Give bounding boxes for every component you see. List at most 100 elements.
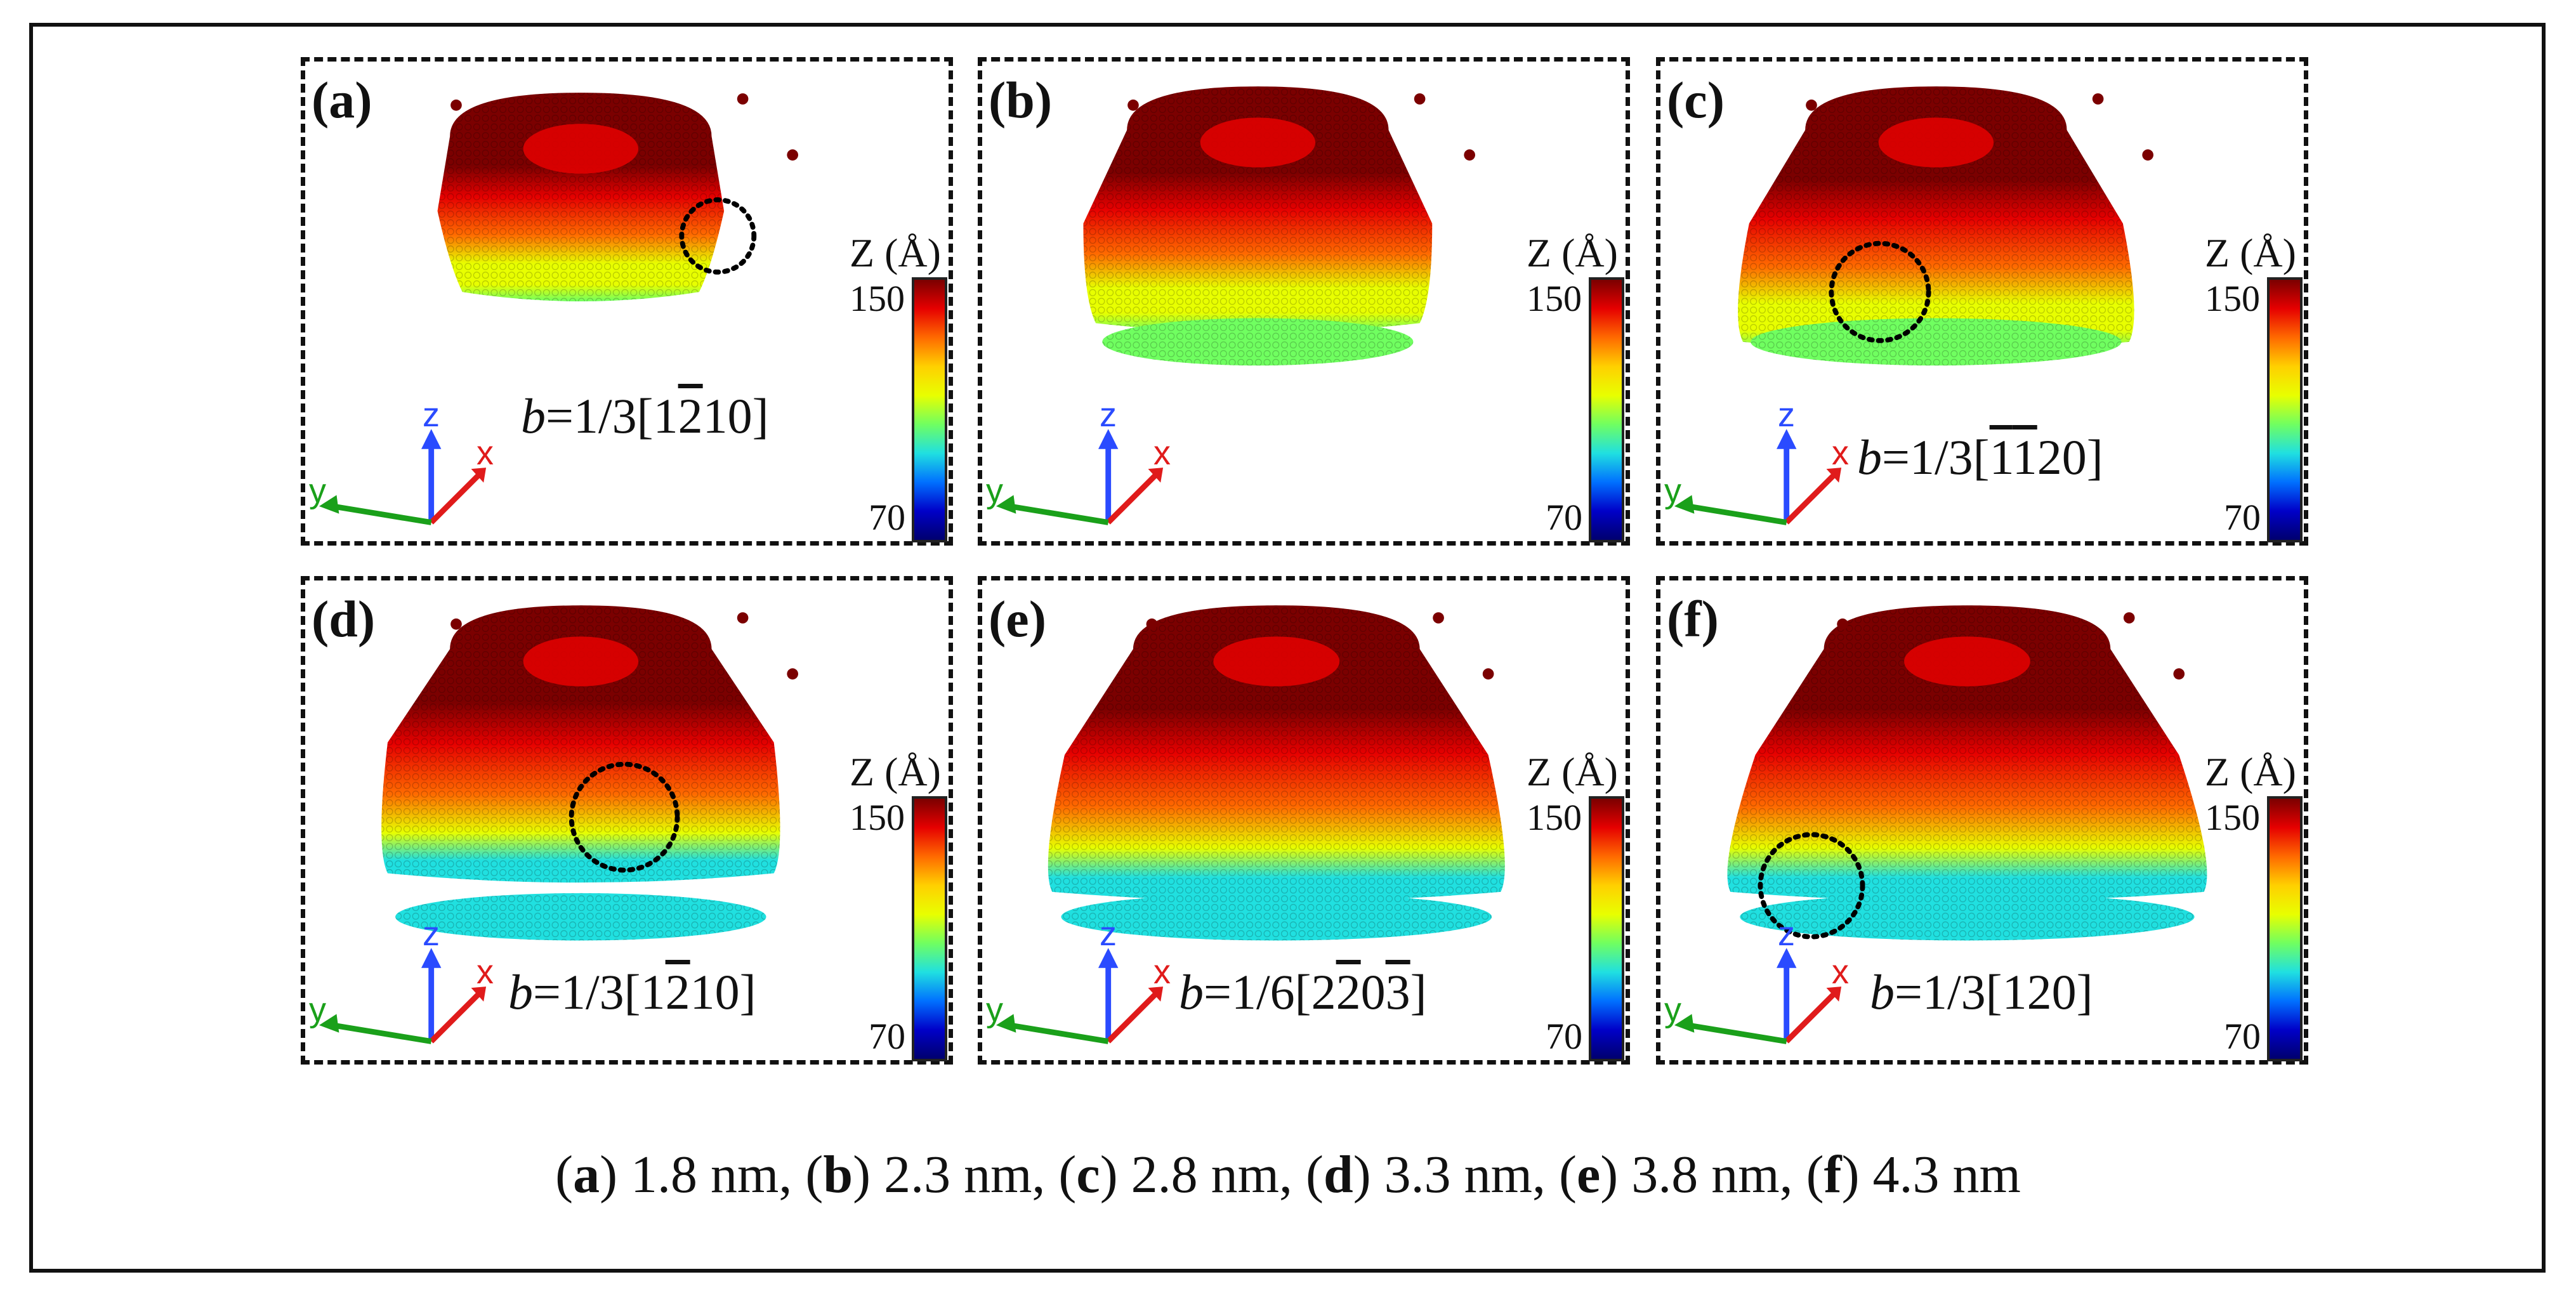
colorbar-title: Z (Å) xyxy=(2205,230,2296,275)
colorbar-title: Z (Å) xyxy=(1527,230,1618,275)
y-axis-arrow xyxy=(1680,502,1787,525)
x-axis-arrowhead xyxy=(1826,987,1842,1002)
stray-atom xyxy=(450,618,462,630)
colorbar-max-label: 150 xyxy=(1527,797,1582,838)
panel-c: z x y (c) b=1/3[1120] Z (Å) 150 70 xyxy=(1656,57,2308,546)
caption-item-b: (b) 2.3 nm, xyxy=(805,1145,1059,1204)
z-axis-arrowhead xyxy=(421,429,442,449)
y-axis-label: y xyxy=(1664,991,1681,1029)
stray-atom xyxy=(1414,93,1426,105)
z-axis-arrowhead xyxy=(421,948,442,968)
stray-atom xyxy=(2173,668,2185,680)
colorbar-title: Z (Å) xyxy=(1527,749,1618,794)
z-axis-label: z xyxy=(1778,396,1795,434)
y-axis-label: y xyxy=(309,991,326,1029)
stray-atom xyxy=(787,668,798,680)
burgers-vector-label: b=1/3[1210] xyxy=(521,388,769,443)
atom-texture xyxy=(381,605,780,883)
x-axis-arrow xyxy=(1784,989,1839,1044)
z-axis-label: z xyxy=(1100,915,1117,953)
dashed-highlight-circle xyxy=(568,761,680,873)
panel-d: z x y (d) b=1/3[1210] Z (Å) 150 70 xyxy=(301,576,953,1065)
y-axis-arrow xyxy=(1002,502,1109,525)
cluster-render-b xyxy=(996,86,1475,525)
caption-item-c: (c) 2.8 nm, xyxy=(1058,1145,1306,1204)
colorbar-min-label: 70 xyxy=(2224,497,2261,538)
y-axis-arrowhead xyxy=(996,1014,1016,1033)
x-axis-arrow xyxy=(1784,470,1839,525)
x-axis-arrowhead xyxy=(1148,987,1164,1002)
x-axis-arrow xyxy=(1106,989,1160,1044)
stray-atom xyxy=(1482,668,1494,680)
z-axis-label: z xyxy=(423,915,440,953)
y-axis-arrowhead xyxy=(319,1014,339,1033)
cluster-ring-hole xyxy=(523,636,639,686)
stray-atom xyxy=(1127,99,1139,111)
figure-frame xyxy=(29,23,2546,1273)
y-axis-arrowhead xyxy=(996,495,1016,514)
z-axis-label: z xyxy=(423,396,440,434)
lower-atom-texture xyxy=(1740,893,2195,941)
cluster-ring-hole xyxy=(523,124,639,174)
stray-atom xyxy=(737,612,749,624)
y-axis-label: y xyxy=(1664,472,1681,510)
x-axis-arrowhead xyxy=(1826,468,1842,483)
cluster-ring-hole xyxy=(1200,117,1316,167)
cluster-ring-hole xyxy=(1213,636,1340,686)
colorbar xyxy=(2267,796,2303,1061)
figure-caption: (a) 1.8 nm, (b) 2.3 nm, (c) 2.8 nm, (d) … xyxy=(0,1148,2576,1202)
y-axis-arrow xyxy=(1002,1021,1109,1044)
z-axis-label: z xyxy=(1100,396,1117,434)
stray-atom xyxy=(1806,99,1817,111)
x-axis-label: x xyxy=(1153,434,1171,472)
panel-e: z x y (e) b=1/6[2203] Z (Å) 150 70 xyxy=(978,576,1630,1065)
y-axis-label: y xyxy=(309,472,326,510)
atom-texture xyxy=(1727,605,2207,901)
colorbar-title: Z (Å) xyxy=(850,749,941,794)
caption-item-e: (e) 3.8 nm, xyxy=(1559,1145,1806,1204)
stray-atom xyxy=(1837,618,1848,630)
stray-atom xyxy=(787,149,798,161)
atom-texture xyxy=(1083,86,1433,333)
caption-item-d: (d) 3.3 nm, xyxy=(1306,1145,1560,1204)
panel-label-a: (a) xyxy=(312,71,372,129)
colorbar-title: Z (Å) xyxy=(850,230,941,275)
colorbar xyxy=(912,796,947,1061)
y-axis-arrow xyxy=(1680,1021,1787,1044)
colorbar-max-label: 150 xyxy=(2205,278,2260,319)
z-axis-arrowhead xyxy=(1098,429,1119,449)
colorbar xyxy=(2267,277,2303,542)
y-axis-arrow xyxy=(325,502,432,525)
colorbar-min-label: 70 xyxy=(2224,1016,2261,1057)
stray-atom xyxy=(2123,612,2135,624)
panel-label-d: (d) xyxy=(312,590,376,648)
z-axis-arrowhead xyxy=(1098,948,1119,968)
panel-label-c: (c) xyxy=(1667,71,1725,129)
lower-atom-texture xyxy=(1061,893,1492,941)
colorbar-max-label: 150 xyxy=(1527,278,1582,319)
atom-texture xyxy=(1048,605,1505,901)
y-axis-label: y xyxy=(986,991,1003,1029)
z-axis-label: z xyxy=(1778,915,1795,953)
y-axis-label: y xyxy=(986,472,1003,510)
y-axis-arrow xyxy=(325,1021,432,1044)
lower-atom-texture xyxy=(1751,318,2122,366)
colorbar-title: Z (Å) xyxy=(2205,749,2296,794)
colorbar-max-label: 150 xyxy=(850,797,905,838)
z-axis-arrowhead xyxy=(1777,948,1797,968)
panel-label-f: (f) xyxy=(1667,590,1719,648)
burgers-vector-label: b=1/3[1210] xyxy=(508,964,756,1019)
colorbar xyxy=(912,277,947,542)
x-axis-label: x xyxy=(1153,953,1171,991)
cluster-ring-hole xyxy=(1878,117,1994,167)
stray-atom xyxy=(450,99,462,111)
cluster-render-d xyxy=(319,605,798,1044)
dashed-highlight-circle xyxy=(679,197,757,275)
z-axis-arrowhead xyxy=(1777,429,1797,449)
y-axis-arrowhead xyxy=(1674,495,1695,514)
x-axis-label: x xyxy=(476,953,494,991)
cluster-render-e xyxy=(996,605,1505,1044)
stray-atom xyxy=(2142,149,2153,161)
x-axis-arrowhead xyxy=(471,468,487,483)
caption-item-f: (f) 4.3 nm xyxy=(1806,1145,2021,1204)
